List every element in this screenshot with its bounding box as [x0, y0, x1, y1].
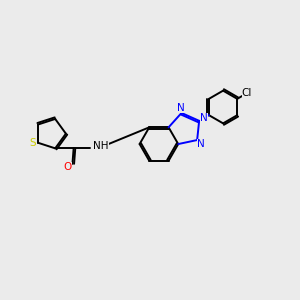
Text: O: O [64, 162, 72, 172]
Text: N: N [176, 103, 184, 113]
Text: N: N [200, 113, 208, 123]
Text: Cl: Cl [242, 88, 252, 98]
Text: NH: NH [93, 141, 109, 151]
Text: S: S [29, 138, 36, 148]
Text: N: N [197, 139, 205, 148]
